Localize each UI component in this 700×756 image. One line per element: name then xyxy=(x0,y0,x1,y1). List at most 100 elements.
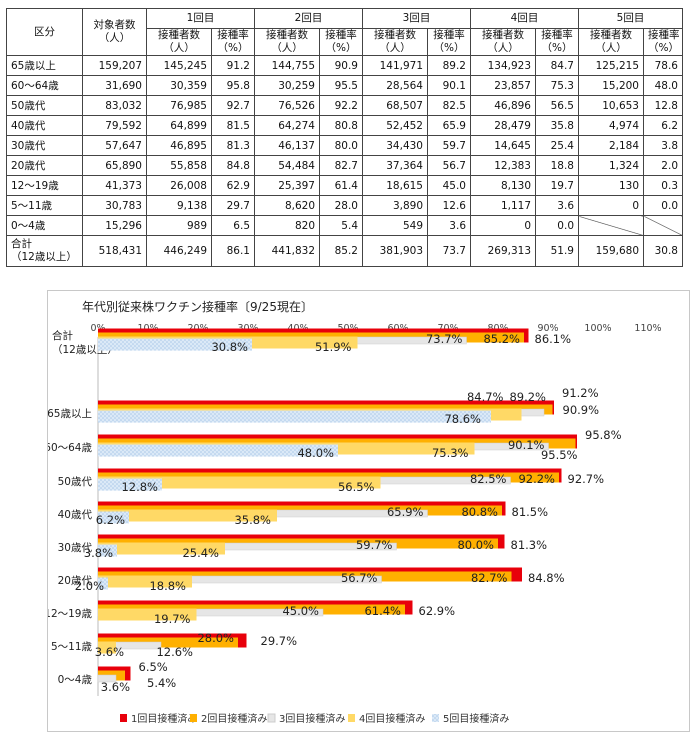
legend-swatch xyxy=(190,714,197,722)
row-label: 12～19歳 xyxy=(6,175,83,196)
vaccination-rate-cell: 86.1 xyxy=(211,235,255,267)
table-body: 65歳以上 159,207 145,245 91.2 144,755 90.9 141,97… xyxy=(6,55,683,267)
vaccination-rate-cell: 56.7 xyxy=(427,155,471,176)
vaccination-rate-cell: 81.3 xyxy=(211,135,255,156)
bar-dose-4 xyxy=(98,608,197,621)
vaccination-rate-cell: 35.8 xyxy=(535,115,579,136)
data-label-dose-5: 30.8% xyxy=(211,340,248,354)
vaccination-rate-cell: 0.0 xyxy=(535,215,579,236)
data-label-dose-1: 92.7% xyxy=(568,472,605,486)
data-label-dose-3: 59.7% xyxy=(356,538,393,552)
vaccination-rate-cell: 75.3 xyxy=(535,75,579,96)
row-label: 0～4歳 xyxy=(6,215,83,236)
vaccinated-count-cell: 46,137 xyxy=(254,135,320,156)
vaccinated-count-cell: 28,479 xyxy=(470,115,536,136)
vaccination-rate-cell: 0.0 xyxy=(643,195,683,216)
data-label-dose-2: 82.7% xyxy=(471,571,508,585)
vaccination-rate-cell: 89.2 xyxy=(427,55,471,76)
data-label-dose-3: 45.0% xyxy=(282,604,319,618)
row-label: 30歳代 xyxy=(6,135,83,156)
vaccination-rate-cell: 82.5 xyxy=(427,95,471,116)
data-label-dose-4: 84.7% xyxy=(467,390,504,404)
legend-swatch xyxy=(267,713,276,723)
vaccinated-count-cell: 820 xyxy=(254,215,320,236)
vaccinated-count-cell: 269,313 xyxy=(470,235,536,267)
bar-dose-5 xyxy=(98,444,338,457)
data-label-dose-3: 65.9% xyxy=(387,505,424,519)
header-dose-1: 1回目 xyxy=(146,8,255,29)
vaccination-rate-cell: 12.8 xyxy=(643,95,683,116)
vaccinated-count-cell: 2,184 xyxy=(578,135,644,156)
vaccination-rate-cell: 59.7 xyxy=(427,135,471,156)
vaccinated-count-cell: 18,615 xyxy=(362,175,428,196)
subheader-count: 接種者数 （人） xyxy=(362,28,428,56)
vaccination-rate-cell: 80.8 xyxy=(319,115,363,136)
table-row: 60～64歳 31,690 30,359 95.8 30,259 95.5 28,564 90… xyxy=(6,75,683,96)
vaccination-rate-cell: 18.8 xyxy=(535,155,579,176)
data-label-dose-2: 61.4% xyxy=(364,604,401,618)
vaccinated-count-cell: 14,645 xyxy=(470,135,536,156)
vaccination-rate-cell: 56.5 xyxy=(535,95,579,116)
data-label-dose-1: 81.3% xyxy=(511,538,548,552)
vaccinated-count-cell: 130 xyxy=(578,175,644,196)
target-count-cell: 30,783 xyxy=(82,195,147,216)
data-label-dose-4: 56.5% xyxy=(338,480,375,494)
legend-label: 3回目接種済み xyxy=(279,712,345,725)
legend-swatch xyxy=(120,714,127,722)
vaccinated-count-cell: 64,899 xyxy=(146,115,212,136)
vaccinated-count-cell: 446,249 xyxy=(146,235,212,267)
vaccinated-count-cell: 26,008 xyxy=(146,175,212,196)
bar-dose-4 xyxy=(98,476,381,489)
vaccination-rate-cell: 30.8 xyxy=(643,235,683,267)
data-label-dose-3: 12.6% xyxy=(156,645,193,659)
table-row: 50歳代 83,032 76,985 92.7 76,526 92.2 68,507 82.5… xyxy=(6,95,683,116)
bar-dose-5 xyxy=(98,478,162,491)
subheader-count: 接種者数 （人） xyxy=(578,28,644,56)
target-count-cell: 65,890 xyxy=(82,155,147,176)
data-label-dose-4: 51.9% xyxy=(315,340,352,354)
vaccinated-count-cell: 1,117 xyxy=(470,195,536,216)
vaccinated-count-cell: 0 xyxy=(578,195,644,216)
subheader-rate: 接種率 （%） xyxy=(211,28,255,56)
data-label-dose-5: 3.8% xyxy=(84,546,113,560)
target-count-cell: 57,647 xyxy=(82,135,147,156)
subheader-count: 接種者数 （人） xyxy=(146,28,212,56)
data-label-dose-5: 6.2% xyxy=(96,513,125,527)
category-label: 12～19歳 xyxy=(48,608,92,620)
category-label: 5～11歳 xyxy=(51,641,93,653)
x-tick-label: 110% xyxy=(634,323,661,334)
category-label: 50歳代 xyxy=(58,476,93,488)
data-label-dose-1: 91.2% xyxy=(562,386,599,400)
vaccinated-count-cell: 549 xyxy=(362,215,428,236)
vaccinated-count-cell: 4,974 xyxy=(578,115,644,136)
vaccination-rate-cell: 80.0 xyxy=(319,135,363,156)
vaccinated-count-cell: 15,200 xyxy=(578,75,644,96)
header-category: 区分 xyxy=(6,8,83,56)
not-applicable-cell xyxy=(643,215,683,236)
vaccinated-count-cell: 25,397 xyxy=(254,175,320,196)
data-label-dose-2: 90.9% xyxy=(563,403,600,417)
vaccinated-count-cell: 76,985 xyxy=(146,95,212,116)
vaccination-rate-cell: 3.6 xyxy=(427,215,471,236)
vaccination-rate-cell: 82.7 xyxy=(319,155,363,176)
table-row: 0～4歳 15,296 989 6.5 820 5.4 549 3.6 0 0.0 xyxy=(6,215,683,236)
data-label-dose-2: 5.4% xyxy=(147,676,176,690)
category-label: 0～4歳 xyxy=(58,674,93,686)
chart-panel: 年代別従来株ワクチン接種率〔9/25現在〕0%10%20%30%40%50%60… xyxy=(47,290,690,732)
vaccinated-count-cell: 64,274 xyxy=(254,115,320,136)
bar-dose-4 xyxy=(98,575,192,588)
vaccinated-count-cell: 52,452 xyxy=(362,115,428,136)
data-label-dose-3: 73.7% xyxy=(426,332,463,346)
data-label-dose-2: 80.0% xyxy=(457,538,494,552)
bar-dose-5 xyxy=(98,338,252,351)
vaccination-rate-cell: 92.2 xyxy=(319,95,363,116)
vaccination-rate-cell: 12.6 xyxy=(427,195,471,216)
target-count-cell: 41,373 xyxy=(82,175,147,196)
data-label-dose-1: 81.5% xyxy=(512,505,549,519)
vaccinated-count-cell: 34,430 xyxy=(362,135,428,156)
bar-dose-4 xyxy=(98,509,277,522)
vaccination-rate-cell: 92.7 xyxy=(211,95,255,116)
target-count-cell: 159,207 xyxy=(82,55,147,76)
table-row: 30歳代 57,647 46,895 81.3 46,137 80.0 34,430 59.7… xyxy=(6,135,683,156)
row-label: 合計 （12歳以上） xyxy=(6,235,83,267)
